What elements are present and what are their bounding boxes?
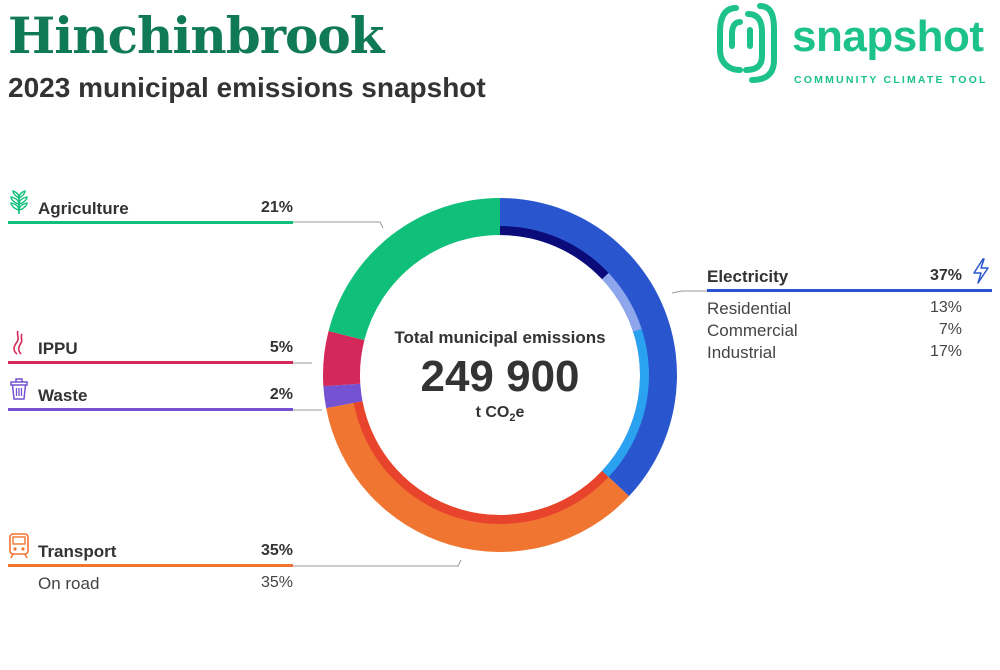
donut-subslice-commercial <box>602 273 642 332</box>
ippu-rule <box>8 361 293 364</box>
electricity-label: Electricity <box>707 267 789 286</box>
agriculture-pct: 21% <box>260 199 293 216</box>
total-label: Total municipal emissions <box>394 328 606 347</box>
train-icon <box>9 533 29 559</box>
sector-electricity: Electricity 37% Residential 13% Commerci… <box>707 258 992 365</box>
electricity-sub-residential: Residential 13% <box>707 299 962 321</box>
donut-subslice-residential <box>500 226 609 280</box>
snapshot-logo-word: snapshot <box>792 12 984 61</box>
donut-subslice-industrial <box>602 328 650 477</box>
smoke-icon <box>13 330 23 355</box>
snapshot-logo: snapshot COMMUNITY CLIMATE TOOL <box>712 0 1000 92</box>
commercial-pct: 7% <box>938 321 962 338</box>
total-unit: t CO2e <box>475 404 525 425</box>
total-value: 249 900 <box>420 352 580 401</box>
agriculture-label: Agriculture <box>38 199 129 218</box>
snapshot-logo-mark-icon <box>717 3 777 83</box>
sector-waste: Waste 2% <box>8 378 293 413</box>
donut-slice-ippu <box>323 330 365 387</box>
snapshot-logo-tagline: COMMUNITY CLIMATE TOOL <box>794 74 988 86</box>
donut-subslice-on-road <box>353 401 609 525</box>
lightning-icon <box>973 258 989 284</box>
connector-line <box>293 221 384 229</box>
agriculture-rule <box>8 221 293 224</box>
bin-icon <box>10 378 28 400</box>
connector-line <box>293 559 462 567</box>
industrial-label: Industrial <box>707 343 776 362</box>
waste-label: Waste <box>38 386 88 405</box>
waste-rule <box>8 408 293 411</box>
electricity-sub-commercial: Commercial 7% <box>707 321 962 343</box>
ippu-label: IPPU <box>38 339 78 358</box>
electricity-sub-industrial: Industrial 17% <box>707 343 962 365</box>
donut-slice-transport <box>326 401 630 553</box>
donut-slice-agriculture <box>328 198 500 341</box>
page-subtitle: 2023 municipal emissions snapshot <box>8 72 486 103</box>
connector-line <box>671 290 707 294</box>
donut-slice-waste <box>323 383 363 409</box>
on-road-pct: 35% <box>260 574 293 591</box>
transport-pct: 35% <box>260 542 293 559</box>
waste-pct: 2% <box>269 386 293 403</box>
transport-label: Transport <box>38 542 117 561</box>
ippu-pct: 5% <box>269 339 293 356</box>
transport-rule <box>8 564 293 567</box>
inner-ring <box>353 226 650 525</box>
connector-lines <box>293 221 707 567</box>
electricity-rule <box>707 289 992 292</box>
page-title: Hinchinbrook <box>8 6 384 65</box>
electricity-pct: 37% <box>929 267 962 284</box>
residential-label: Residential <box>707 299 792 318</box>
transport-sub-on-road: On road 35% <box>8 574 293 596</box>
residential-pct: 13% <box>929 299 962 316</box>
sector-transport: Transport 35% On road 35% <box>8 533 293 601</box>
industrial-pct: 17% <box>929 343 962 360</box>
commercial-label: Commercial <box>707 321 798 340</box>
sector-agriculture: Agriculture 21% <box>8 190 293 226</box>
sector-ippu: IPPU 5% <box>8 330 293 366</box>
plant-icon <box>10 190 28 214</box>
on-road-label: On road <box>38 574 100 593</box>
